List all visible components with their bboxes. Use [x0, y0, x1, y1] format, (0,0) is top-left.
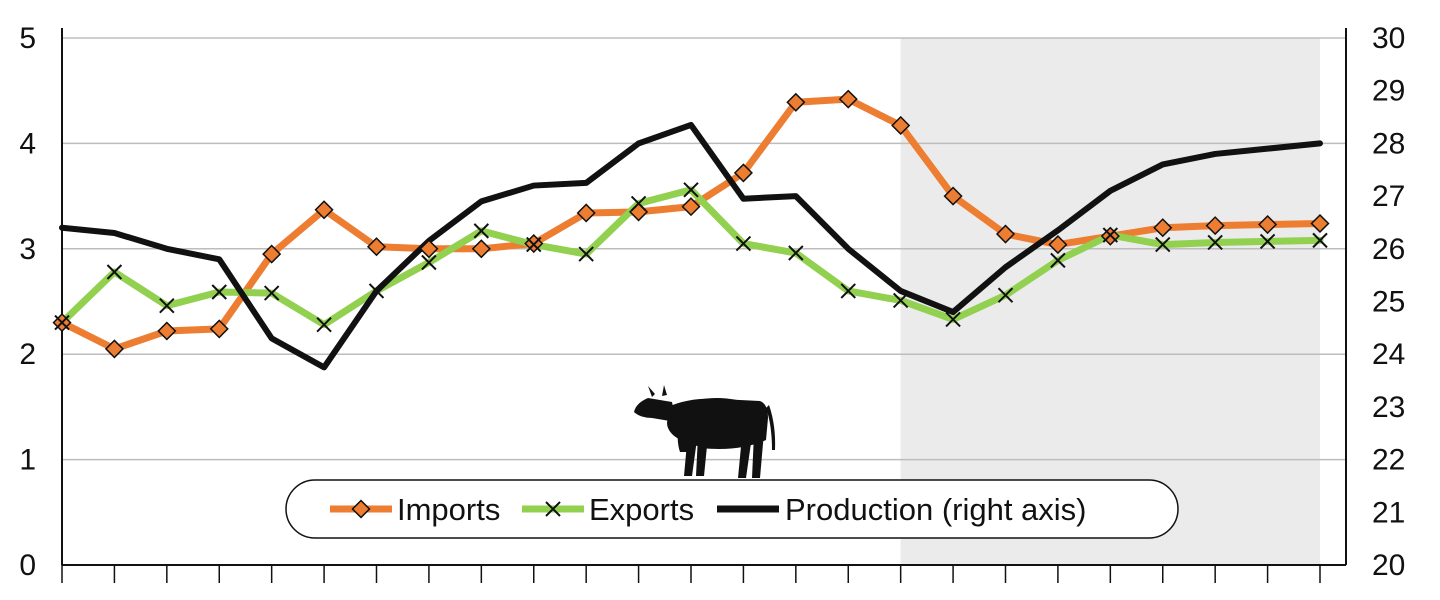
right-tick-label: 20	[1372, 549, 1405, 582]
imports-point	[262, 244, 282, 264]
exports-point	[106, 264, 123, 280]
exports-point	[159, 298, 175, 314]
right-tick-label: 23	[1372, 391, 1405, 424]
left-axis-tick-labels: 0 1 2 3 4 5	[19, 22, 36, 582]
series-markers	[52, 89, 1330, 359]
right-tick-label: 26	[1372, 233, 1405, 266]
exports-point	[526, 236, 542, 253]
exports-point	[1102, 227, 1119, 243]
exports-point	[840, 283, 856, 299]
legend-imports-label: Imports	[397, 492, 500, 527]
right-tick-label: 25	[1372, 286, 1405, 319]
exports-point	[683, 182, 699, 198]
exports-point	[630, 195, 647, 212]
legend: Imports Exports Production (right axis)	[285, 479, 1179, 539]
imports-point	[733, 163, 753, 183]
exports-point	[211, 284, 227, 300]
exports-point	[1259, 233, 1276, 250]
exports-point	[1207, 234, 1223, 251]
imports-point	[104, 339, 124, 359]
exports-point	[316, 316, 332, 333]
imports-point	[576, 203, 596, 223]
imports-point	[1258, 215, 1278, 235]
legend-production-label: Production (right axis)	[785, 492, 1087, 527]
x-axis-ticks	[61, 565, 1321, 583]
cow-icon	[634, 385, 776, 478]
exports-point	[1155, 236, 1171, 253]
imports-point	[995, 224, 1016, 244]
exports-point	[945, 311, 961, 328]
right-tick-label: 30	[1372, 22, 1405, 55]
exports-point	[892, 292, 909, 309]
right-tick-label: 28	[1372, 127, 1405, 160]
imports-point	[838, 89, 858, 109]
right-tick-label: 27	[1372, 180, 1405, 213]
imports-point	[209, 319, 229, 339]
imports-point	[1205, 216, 1225, 236]
legend-imports-marker	[351, 499, 371, 519]
left-tick-label: 4	[19, 127, 36, 160]
exports-point	[473, 223, 490, 239]
right-tick-label: 22	[1372, 444, 1405, 477]
imports-point	[1310, 213, 1330, 234]
imports-point	[419, 239, 439, 259]
exports-point	[1312, 232, 1328, 249]
exports-point	[263, 285, 280, 301]
exports-point	[54, 314, 70, 331]
exports-point	[368, 283, 385, 299]
imports-point	[891, 115, 911, 136]
imports-point	[366, 237, 387, 257]
left-tick-label: 0	[19, 549, 36, 582]
right-tick-label: 24	[1372, 338, 1405, 371]
legend-exports-marker	[545, 501, 561, 517]
right-axis-tick-labels: 20 21 22 23 24 25 26 27 28 29 30	[1372, 22, 1405, 582]
imports-point	[1153, 218, 1173, 238]
imports-point	[157, 321, 177, 341]
exports-point	[788, 245, 804, 261]
imports-point	[1048, 235, 1068, 255]
left-tick-label: 2	[19, 338, 36, 371]
imports-point	[943, 186, 963, 206]
exports-point	[1050, 252, 1066, 269]
imports-point	[471, 239, 491, 259]
legend-exports-label: Exports	[589, 492, 694, 527]
exports-point	[997, 287, 1014, 303]
left-tick-label: 1	[19, 444, 36, 477]
imports-point	[786, 92, 806, 112]
forecast-shading	[900, 38, 1320, 565]
imports-point	[314, 200, 334, 220]
exports-point	[421, 254, 437, 271]
series-line-production	[59, 121, 1323, 371]
imports-point	[681, 197, 701, 217]
left-tick-label: 3	[19, 233, 36, 266]
left-tick-label: 5	[19, 22, 36, 55]
right-tick-label: 29	[1372, 75, 1405, 108]
exports-point	[578, 246, 594, 262]
exports-point	[735, 235, 752, 252]
right-tick-label: 21	[1372, 496, 1405, 529]
